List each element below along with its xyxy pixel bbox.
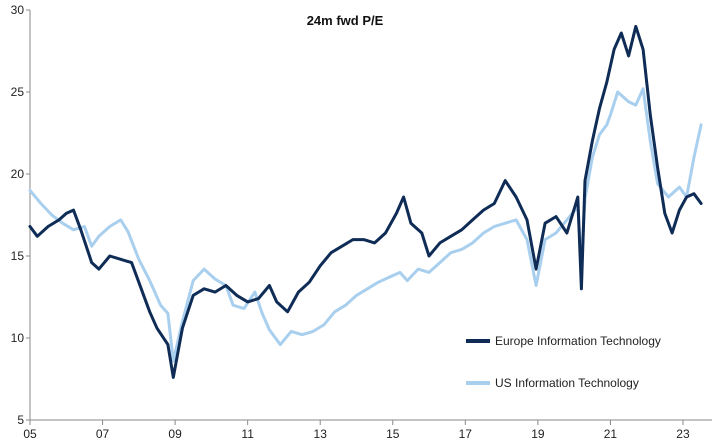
- x-tick-label: 15: [386, 427, 400, 441]
- y-tick-label: 25: [11, 85, 25, 99]
- axes: 5 10 15 20 25 30 05 07 09 11 13 15 17 19 21 23: [11, 3, 712, 441]
- chart-title: 24m fwd P/E: [307, 13, 384, 28]
- x-tick-label: 23: [676, 427, 690, 441]
- legend-label-europe-information-technology: Europe Information Technology: [495, 334, 661, 348]
- y-tick-label: 30: [11, 3, 25, 17]
- legend-label-us-information-technology: US Information Technology: [495, 376, 639, 390]
- x-tick-label: 17: [459, 427, 473, 441]
- legend: Europe Information Technology US Informat…: [466, 334, 661, 390]
- series-layer: [28, 24, 703, 379]
- x-tick-label: 13: [314, 427, 328, 441]
- y-tick-label: 10: [11, 331, 25, 345]
- y-tick-label: 20: [11, 167, 25, 181]
- series-line-europe-information-technology: [28, 24, 703, 379]
- x-tick-label: 11: [241, 427, 254, 441]
- x-tick-label: 19: [531, 427, 545, 441]
- y-tick-label: 5: [17, 413, 24, 427]
- y-tick-label: 15: [11, 249, 25, 263]
- series-line-us-information-technology: [28, 87, 703, 363]
- x-tick-label: 07: [96, 427, 110, 441]
- x-tick-label: 09: [168, 427, 182, 441]
- x-tick-label: 05: [23, 427, 37, 441]
- x-tick-label: 21: [604, 427, 618, 441]
